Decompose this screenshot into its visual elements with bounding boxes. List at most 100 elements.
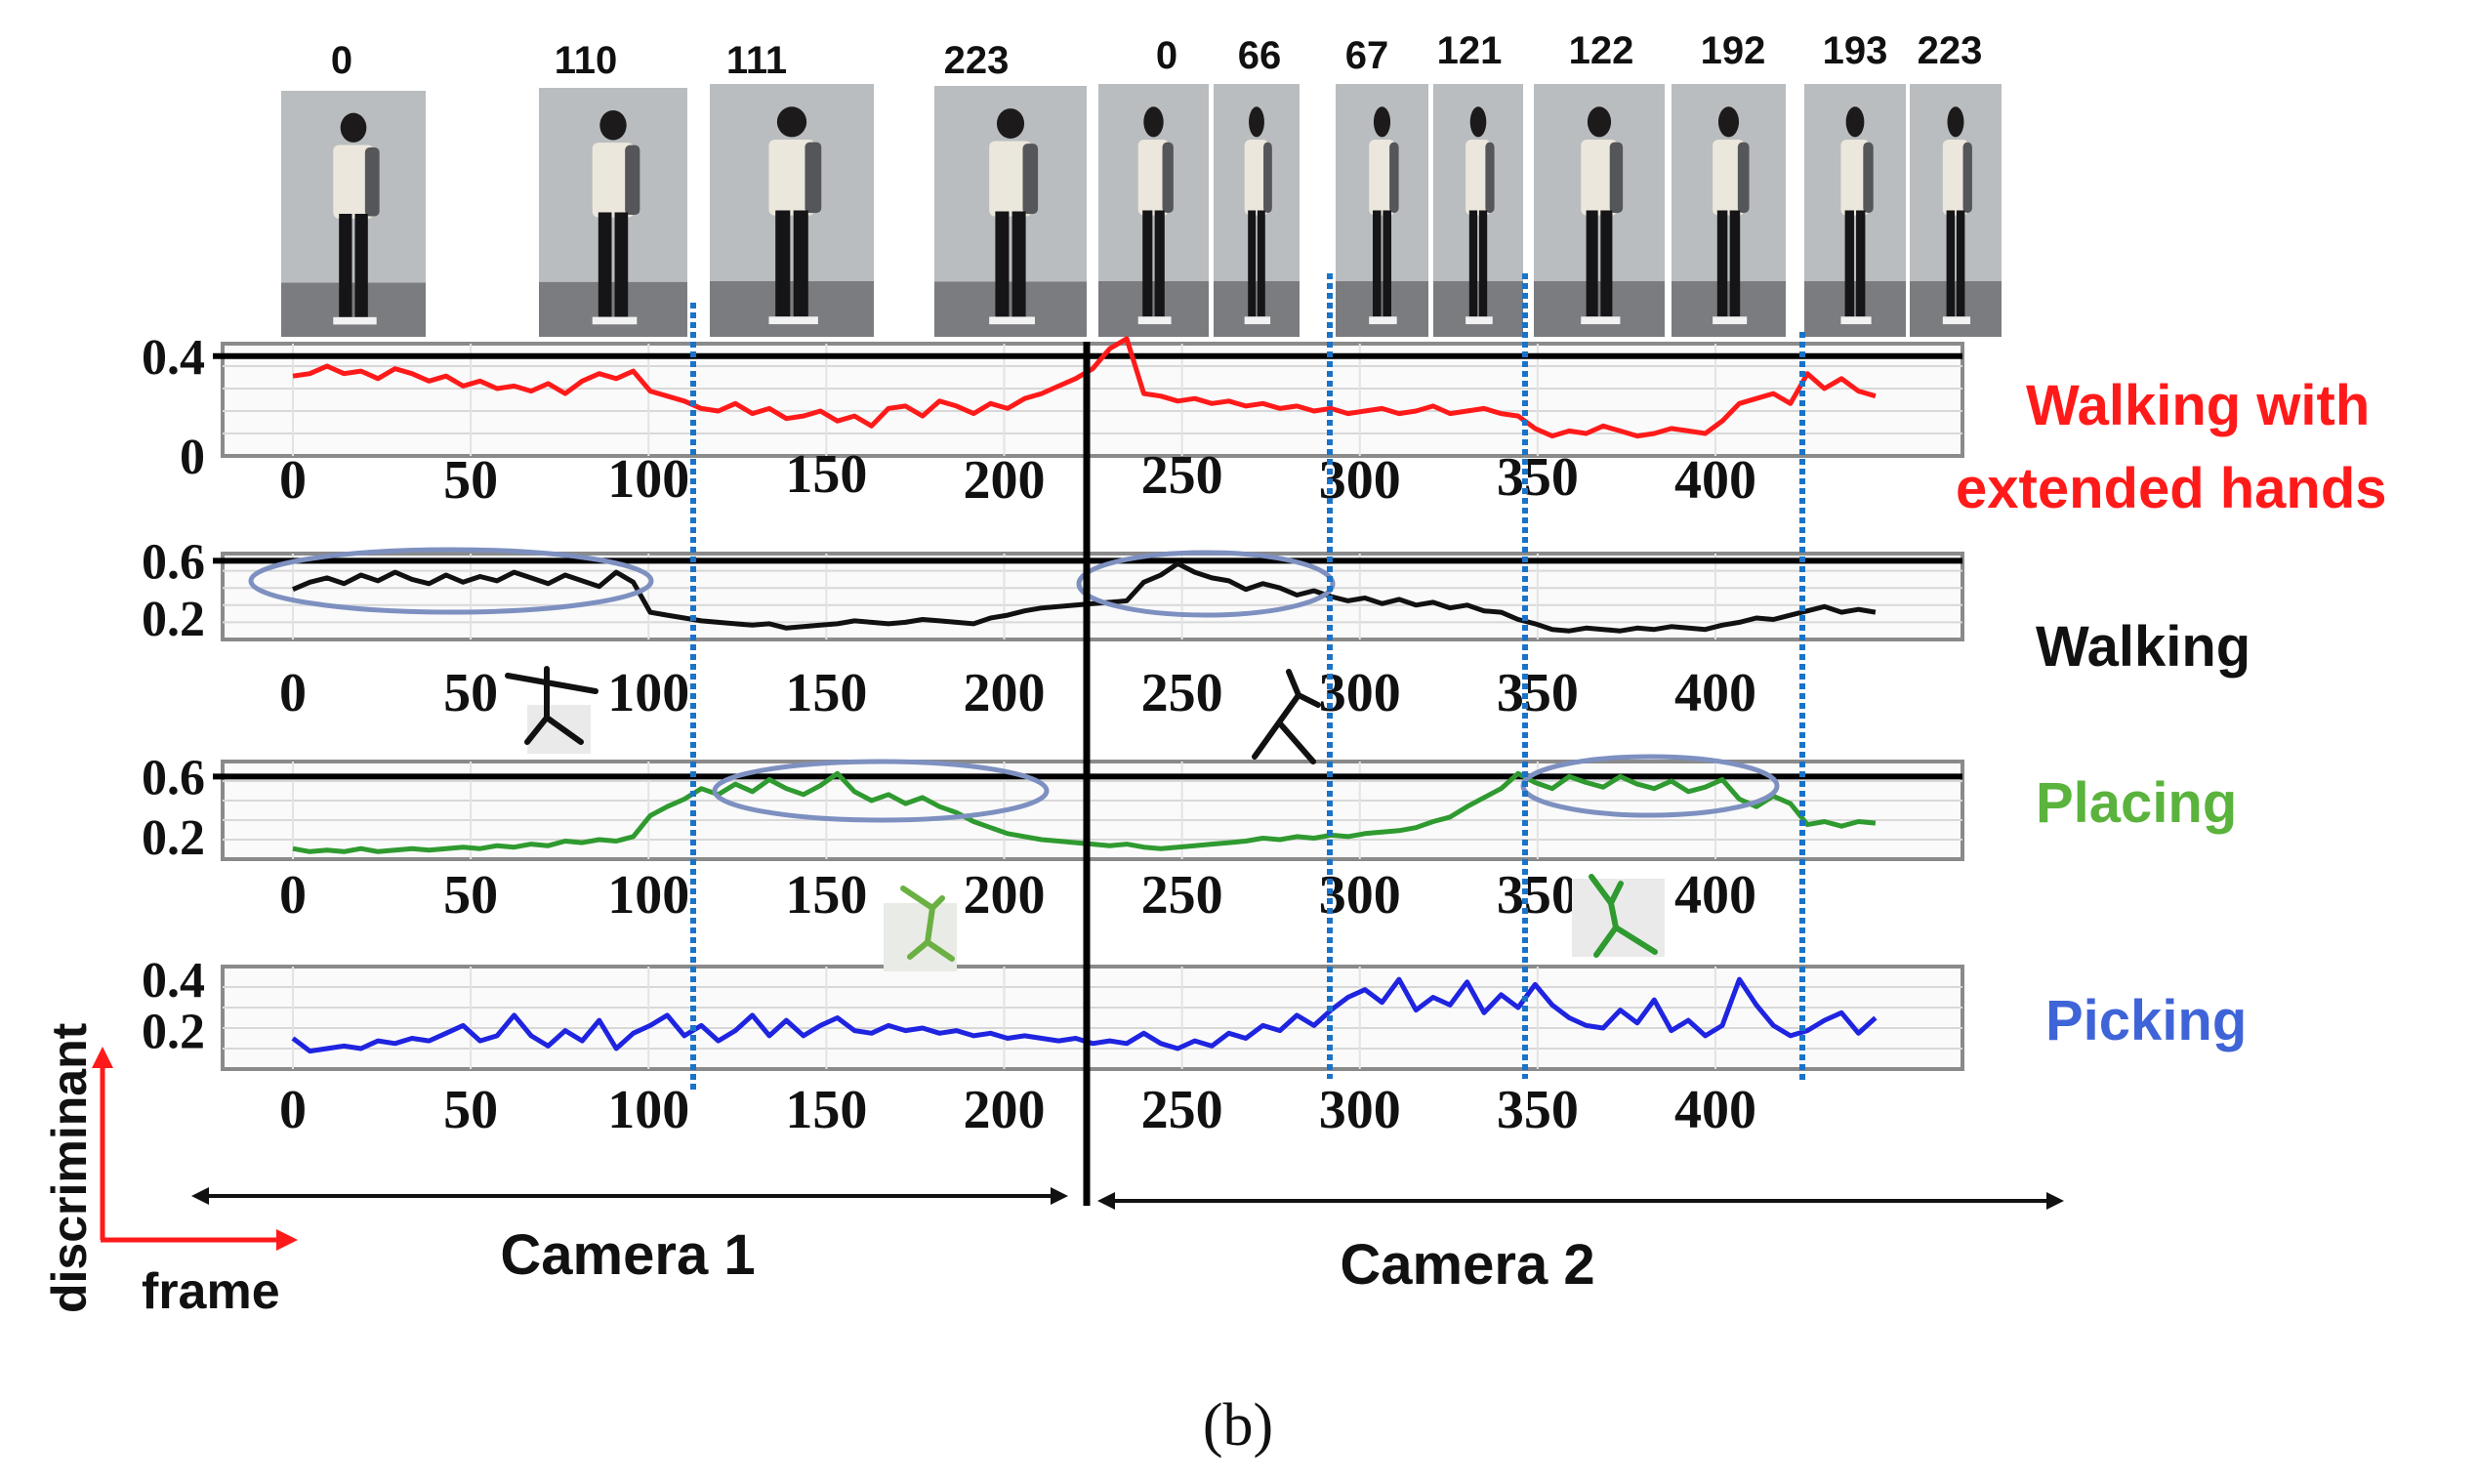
x-tick-label: 200 <box>964 663 1046 723</box>
y-tick-label: 0.2 <box>142 810 205 866</box>
thumbnail-floor <box>1804 281 1906 337</box>
person-leg <box>775 210 791 317</box>
frame-label-6: 67 <box>1345 34 1389 77</box>
x-tick-label: 100 <box>607 1080 689 1140</box>
person-leg <box>995 211 1010 317</box>
frame-label-0: 0 <box>331 39 352 82</box>
stick-figure-background <box>884 903 957 971</box>
person-torso <box>1581 139 1618 216</box>
person-head <box>1249 106 1264 138</box>
series-label-walking-extended-line1: Walking with <box>2026 374 2370 437</box>
frame-thumbnail <box>710 84 874 337</box>
y-tick-label: 0.6 <box>142 534 205 590</box>
series-label-picking: Picking <box>2045 989 2247 1052</box>
x-tick-label: 150 <box>785 444 867 505</box>
x-tick-label: 150 <box>785 1080 867 1140</box>
frame-label-5: 66 <box>1238 34 1282 77</box>
x-tick-label: 0 <box>279 865 307 926</box>
person-torso <box>592 143 635 218</box>
camera-1-arrow-right <box>1051 1187 1068 1205</box>
x-axis-legend: frame <box>142 1263 280 1320</box>
x-tick-label: 250 <box>1141 1080 1223 1140</box>
series-label-walking: Walking <box>2036 615 2250 679</box>
person-leg <box>1946 210 1956 317</box>
thumbnail-floor <box>1534 281 1665 337</box>
person-leg <box>354 214 368 317</box>
person-leg <box>1142 210 1153 317</box>
thumbnail-floor <box>1214 281 1300 337</box>
x-tick-label: 50 <box>443 1080 498 1140</box>
y-tick-label: 0.4 <box>142 330 205 386</box>
person-leg <box>1011 211 1026 317</box>
thumbnail-floor <box>710 281 874 337</box>
person-torso <box>1244 139 1269 216</box>
person-leg <box>1716 210 1728 317</box>
x-tick-label: 0 <box>279 663 307 723</box>
frame-thumbnail <box>1433 84 1523 337</box>
person-leg <box>1154 210 1165 317</box>
person-head <box>1947 106 1964 138</box>
camera-1-arrow-left <box>191 1187 209 1205</box>
x-tick-label: 50 <box>443 865 498 926</box>
person-head <box>599 109 627 141</box>
video-frame-thumbnails <box>281 84 2002 337</box>
x-tick-label: 0 <box>279 450 307 511</box>
y-tick-label: 0 <box>180 430 205 485</box>
axis-legend: discriminant frame <box>42 1022 298 1320</box>
person-leg <box>1248 210 1257 317</box>
thumbnail-floor <box>1910 281 2002 337</box>
person-head <box>1469 106 1487 138</box>
person-arm <box>1962 142 1972 214</box>
x-tick-label: 200 <box>964 1080 1046 1140</box>
x-tick-label: 400 <box>1674 450 1756 511</box>
frame-label-8: 122 <box>1569 29 1634 72</box>
person-head <box>996 108 1025 139</box>
person-shoes <box>1713 316 1748 325</box>
person-torso <box>333 144 374 220</box>
thumbnail-floor <box>1433 281 1523 337</box>
frame-label-11: 223 <box>1918 29 1983 72</box>
person-head <box>1845 106 1865 138</box>
series-label-placing: Placing <box>2036 771 2237 835</box>
stick-figure-icon <box>505 666 599 745</box>
thumbnail-floor <box>1672 281 1786 337</box>
frame-label-1: 110 <box>555 39 618 82</box>
camera-2-label: Camera 2 <box>1340 1233 1594 1297</box>
person-arm <box>1609 142 1624 214</box>
thumbnail-floor <box>1098 281 1209 337</box>
y-tick-label: 0.2 <box>142 1005 205 1060</box>
series-label-walking-extended-line2: extended hands <box>1956 457 2387 520</box>
person-head <box>340 112 367 143</box>
frame-thumbnail <box>934 86 1087 337</box>
person-leg <box>1478 210 1488 317</box>
person-shoes <box>989 316 1035 325</box>
x-tick-label: 300 <box>1319 865 1401 926</box>
thumbnail-floor <box>934 281 1087 337</box>
highlight-ellipse <box>712 759 1050 823</box>
person-head <box>1717 106 1740 138</box>
y-arrow-head <box>92 1047 113 1068</box>
person-head <box>1373 106 1391 138</box>
person-shoes <box>1581 316 1621 325</box>
thumbnail-floor <box>539 281 687 337</box>
camera-ranges: Camera 1 Camera 2 <box>191 342 2064 1297</box>
thumbnail-floor <box>1336 281 1428 337</box>
x-arrow-head <box>276 1229 298 1251</box>
frame-thumbnail <box>1804 84 1906 337</box>
panel-walking-extended-hands: 0.40 0 50 100 150 200 250 300 350 400 <box>142 330 1964 511</box>
person-arm <box>805 142 822 214</box>
x-tick-label: 250 <box>1141 663 1223 723</box>
frame-label-10: 193 <box>1823 29 1888 72</box>
thumbnail-floor <box>281 282 426 337</box>
camera-2-arrow-right <box>2046 1192 2064 1210</box>
x-tick-label: 350 <box>1497 663 1579 723</box>
person-shoes <box>1244 316 1271 325</box>
stick-figure-icon <box>1252 669 1321 764</box>
x-tick-label: 400 <box>1674 865 1756 926</box>
x-tick-label: 350 <box>1497 865 1579 926</box>
person-shoes <box>333 316 377 325</box>
person-leg <box>793 210 808 317</box>
camera-2-arrow-left <box>1097 1192 1115 1210</box>
frame-label-2: 111 <box>726 39 787 82</box>
